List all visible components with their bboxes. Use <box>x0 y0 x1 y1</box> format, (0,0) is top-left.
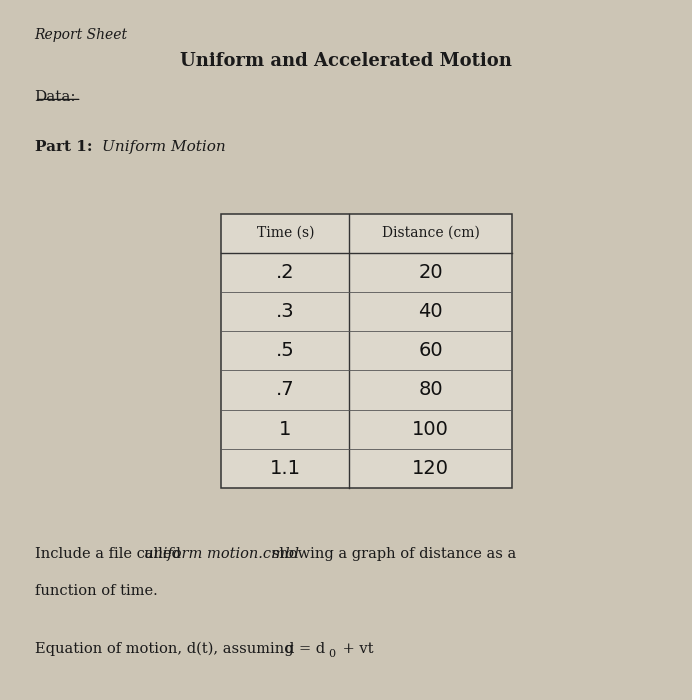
Text: Uniform and Accelerated Motion: Uniform and Accelerated Motion <box>180 52 512 71</box>
Text: Time (s): Time (s) <box>257 226 314 240</box>
Text: Uniform Motion: Uniform Motion <box>102 140 226 154</box>
Bar <box>221 214 512 488</box>
Text: Equation of motion, d(t), assuming: Equation of motion, d(t), assuming <box>35 642 293 657</box>
Text: Part 1:: Part 1: <box>35 140 92 154</box>
Text: 100: 100 <box>412 419 449 439</box>
Text: .2: .2 <box>276 262 295 282</box>
Text: 1.1: 1.1 <box>270 458 301 478</box>
Text: uniform motion.cmbl: uniform motion.cmbl <box>144 547 299 561</box>
Text: 0: 0 <box>329 649 336 659</box>
Text: .7: .7 <box>276 380 295 400</box>
Text: 40: 40 <box>419 302 443 321</box>
Text: function of time.: function of time. <box>35 584 157 598</box>
Text: Distance (cm): Distance (cm) <box>382 226 480 240</box>
Text: Report Sheet: Report Sheet <box>35 28 128 42</box>
Text: + vt: + vt <box>338 642 374 656</box>
Text: 60: 60 <box>419 341 443 360</box>
Text: d = d: d = d <box>285 642 325 656</box>
Text: 120: 120 <box>412 458 449 478</box>
Text: showing a graph of distance as a: showing a graph of distance as a <box>267 547 516 561</box>
Text: 1: 1 <box>279 419 291 439</box>
Text: Data:: Data: <box>35 90 76 104</box>
Text: .5: .5 <box>276 341 295 360</box>
Text: .3: .3 <box>276 302 295 321</box>
Text: Include a file called: Include a file called <box>35 547 185 561</box>
Text: 80: 80 <box>419 380 443 400</box>
Text: 20: 20 <box>419 262 443 282</box>
